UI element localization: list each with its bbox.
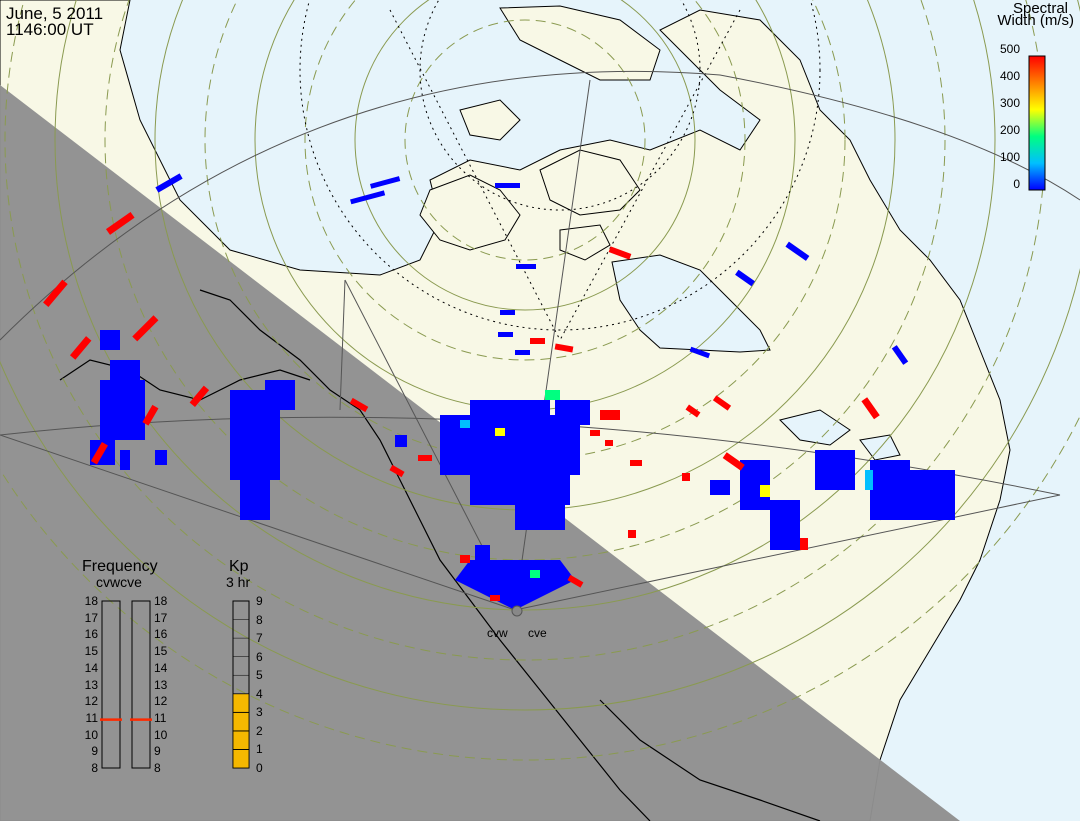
frequency-tick: 16 xyxy=(154,627,168,642)
greenland xyxy=(499,5,661,81)
station-label-west: cvw xyxy=(487,626,508,640)
map-date: June, 5 2011 xyxy=(6,4,104,23)
colorbar-tick: 300 xyxy=(999,96,1020,110)
kp-tick: 8 xyxy=(256,612,263,627)
kp-tick: 3 xyxy=(256,705,263,720)
kp-fill-segment xyxy=(232,730,250,750)
frequency-tick: 10 xyxy=(154,727,168,742)
frequency-tick: 11 xyxy=(154,710,167,725)
great-lakes xyxy=(779,409,901,461)
frequency-tick: 12 xyxy=(154,694,168,709)
frequency-tick: 9 xyxy=(91,744,98,759)
colorbar-title-1: Spectral xyxy=(1012,0,1068,17)
frequency-tick: 8 xyxy=(154,761,161,775)
alaska-coast xyxy=(59,359,311,401)
kp-title: Kp xyxy=(229,558,249,575)
frequency-tick: 12 xyxy=(84,694,98,709)
echo-cells xyxy=(43,173,955,610)
kp-fill-segment xyxy=(232,693,250,713)
kp-tick: 2 xyxy=(256,723,263,738)
kp-fill xyxy=(232,619,250,769)
hudson-bay xyxy=(611,254,771,353)
frequency-tick: 18 xyxy=(154,594,168,608)
colorbar-title-2: Width (m/s) xyxy=(997,12,1074,29)
frequency-tick: 10 xyxy=(84,727,98,742)
colorbar-tick: 0 xyxy=(1013,177,1020,191)
kp-tick: 9 xyxy=(256,594,263,608)
colorbar-tick: 100 xyxy=(999,150,1020,164)
frequency-tick: 15 xyxy=(84,644,98,659)
frequency-tick: 11 xyxy=(85,710,98,725)
frequency-tick: 18 xyxy=(84,594,98,608)
arctic-islands xyxy=(419,99,641,261)
frequency-tick: 9 xyxy=(154,744,161,759)
frequency-tick: 14 xyxy=(154,660,168,675)
frequency-tick: 15 xyxy=(154,644,168,659)
map-time: 1146:00 UT xyxy=(6,20,94,39)
frequency-radars: cvwcve xyxy=(96,574,142,590)
kp-tick: 7 xyxy=(256,631,263,646)
colorbar-gradient xyxy=(1028,55,1046,191)
colorbar-tick: 200 xyxy=(999,123,1020,137)
frequency-title: Frequency xyxy=(82,558,158,575)
kp-tick: 1 xyxy=(256,742,263,757)
frequency-tick: 8 xyxy=(91,761,98,775)
coastline-west xyxy=(199,289,651,821)
frequency-tick: 17 xyxy=(154,610,168,625)
geo-grid xyxy=(299,0,821,341)
kp-subtitle: 3 hr xyxy=(226,574,251,590)
kp-fill-segment xyxy=(232,749,250,769)
colorbar-tick: 500 xyxy=(999,42,1020,56)
mexico-coast xyxy=(599,699,821,821)
frequency-tick: 13 xyxy=(84,677,98,692)
station-marker xyxy=(511,605,523,617)
frequency-tick: 17 xyxy=(84,610,98,625)
frequency-tick: 16 xyxy=(84,627,98,642)
kp-tick: 5 xyxy=(256,668,263,683)
kp-tick: 4 xyxy=(256,686,263,701)
colorbar-tick: 400 xyxy=(999,69,1020,83)
station-label-east: cve xyxy=(528,626,547,640)
kp-tick: 6 xyxy=(256,649,263,664)
frequency-bars xyxy=(101,600,151,769)
kp-fill-segment xyxy=(232,711,250,732)
kp-tick: 0 xyxy=(256,761,263,775)
frequency-tick: 14 xyxy=(84,660,98,675)
frequency-tick: 13 xyxy=(154,677,168,692)
